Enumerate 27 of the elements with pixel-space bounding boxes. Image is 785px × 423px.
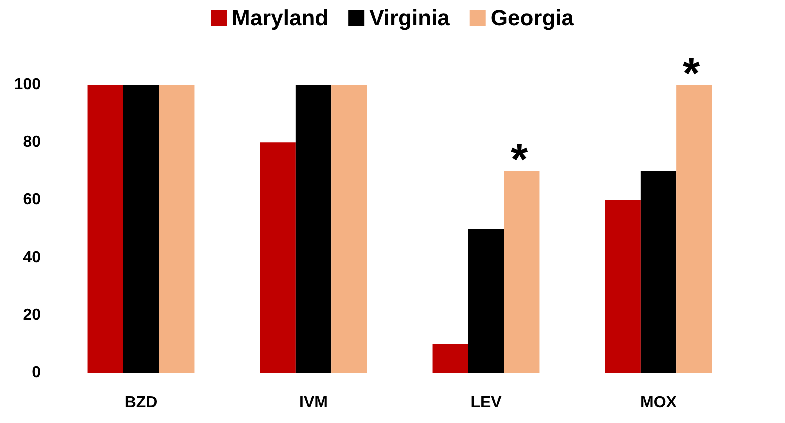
y-tick-label: 20	[23, 306, 42, 324]
annotation: *	[511, 136, 529, 184]
y-tick-label: 0	[32, 364, 42, 382]
bar	[296, 85, 332, 373]
bar	[159, 85, 195, 373]
y-tick-label: 60	[23, 192, 42, 209]
annotation: *	[683, 50, 701, 98]
y-tick-label: 40	[23, 249, 42, 266]
bar	[88, 85, 124, 373]
legend-label: Virginia	[370, 6, 451, 30]
bar	[640, 171, 677, 373]
y-tick-label: 100	[14, 76, 42, 94]
y-tick-label: 80	[23, 134, 42, 152]
bar	[332, 85, 368, 373]
bar	[605, 200, 641, 373]
bar	[260, 142, 296, 373]
bar	[676, 85, 712, 373]
legend-label: Maryland	[232, 6, 329, 30]
x-tick-label: LEV	[470, 394, 502, 412]
bar	[468, 229, 504, 373]
x-tick-label: BZD	[124, 394, 158, 412]
legend-label: Georgia	[490, 6, 575, 30]
x-tick-label: MOX	[640, 394, 678, 412]
x-tick-label: IVM	[300, 394, 328, 412]
bar	[432, 344, 468, 373]
bar	[504, 171, 540, 373]
bar	[123, 85, 160, 373]
